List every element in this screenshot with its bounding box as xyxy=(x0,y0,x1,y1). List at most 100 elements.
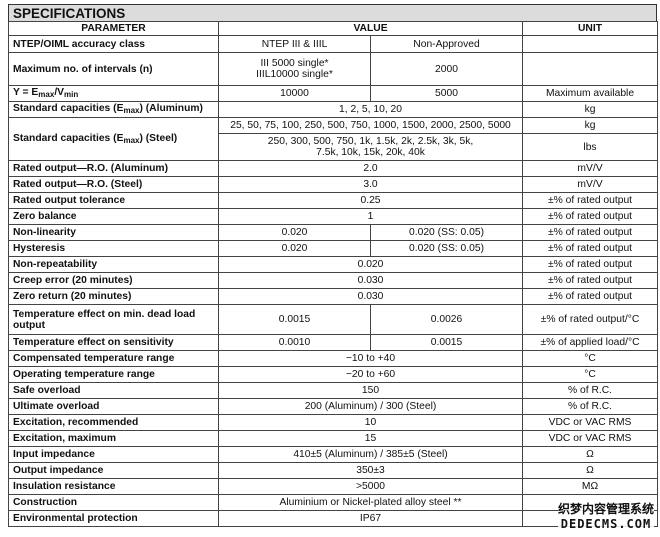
table-row: Zero return (20 minutes) 0.030 ±% of rated… xyxy=(8,288,659,305)
watermark-line: 织梦内容管理系统 xyxy=(557,502,654,516)
text: /V xyxy=(54,87,65,98)
unit-cell: Ω xyxy=(522,462,659,479)
unit-cell xyxy=(522,35,659,53)
unit-cell: ±% of rated output xyxy=(522,288,659,305)
value-cell: 0.0010 xyxy=(218,334,371,351)
watermark-line: DEDECMS.COM xyxy=(560,517,652,531)
value-cell: 0.0026 xyxy=(369,304,524,335)
header-parameter: PARAMETER xyxy=(8,21,219,36)
unit-cell: ±% of rated output xyxy=(522,272,659,289)
unit-cell: % of R.C. xyxy=(522,398,659,415)
value-cell: 3.0 xyxy=(217,176,524,193)
param-cell: Insulation resistance xyxy=(8,478,219,495)
value-cell: 10 xyxy=(217,414,524,431)
param-cell: Temperature effect on min. dead load out… xyxy=(8,304,219,335)
text: min xyxy=(64,90,79,99)
unit-cell: kg xyxy=(522,101,659,118)
table-row: Temperature effect on sensitivity 0.0010 0… xyxy=(8,334,659,351)
param-cell: Excitation, maximum xyxy=(8,430,219,447)
table-row: Standard capacities (Emax) (Steel) 25, 5… xyxy=(8,117,659,161)
param-cell: Non-linearity xyxy=(8,224,219,241)
value-line: IIIL10000 single* xyxy=(256,69,333,80)
unit-cell: lbs xyxy=(522,133,659,161)
table-row: Rated output tolerance 0.25 ±% of rated ou… xyxy=(8,192,659,209)
param-cell: Zero return (20 minutes) xyxy=(8,288,219,305)
header-value: VALUE xyxy=(217,21,524,36)
value-cell: 5000 xyxy=(369,85,524,102)
table-row: Y = Emax/Vmin 10000 5000 Maximum availab… xyxy=(8,85,659,102)
specifications-table: PARAMETER VALUE UNIT NTEP/OIML accuracy … xyxy=(8,21,659,527)
unit-cell: % of R.C. xyxy=(522,382,659,399)
text: max xyxy=(123,106,140,115)
unit-cell: °C xyxy=(522,366,659,383)
header-row: PARAMETER VALUE UNIT xyxy=(8,21,659,36)
value-line: III 5000 single* xyxy=(260,58,329,69)
unit-cell: mV/V xyxy=(522,176,659,193)
unit-cell: VDC or VAC RMS xyxy=(522,430,659,447)
unit-cell: VDC or VAC RMS xyxy=(522,414,659,431)
param-cell: Hysteresis xyxy=(8,240,219,257)
param-cell: Compensated temperature range xyxy=(8,350,219,367)
param-cell: Excitation, recommended xyxy=(8,414,219,431)
param-cell: Construction xyxy=(8,494,219,511)
table-row: Non-repeatability 0.020 ±% of rated output xyxy=(8,256,659,273)
unit-cell xyxy=(522,52,659,86)
value-cell: III 5000 single* IIIL10000 single* xyxy=(218,52,371,86)
unit-cell: ±% of rated output/°C xyxy=(522,304,659,335)
param-cell: Zero balance xyxy=(8,208,219,225)
unit-cell: °C xyxy=(522,350,659,367)
value-cell: 15 xyxy=(217,430,524,447)
table-row: Hysteresis 0.020 0.020 (SS: 0.05) ±% of rat… xyxy=(8,240,659,257)
param-cell: Rated output—R.O. (Aluminum) xyxy=(8,160,219,177)
param-cell: Standard capacities (Emax) (Aluminum) xyxy=(8,101,219,118)
unit-cell: MΩ xyxy=(522,478,659,495)
table-row: Excitation, maximum 15 VDC or VAC RMS xyxy=(8,430,659,447)
value-cell: IP67 xyxy=(217,510,524,527)
value-cell: −20 to +60 xyxy=(217,366,524,383)
param-cell: Y = Emax/Vmin xyxy=(8,85,219,102)
table-row: Standard capacities (Emax) (Aluminum) 1,… xyxy=(8,101,659,118)
unit-cell: Maximum available xyxy=(522,85,659,102)
table-row: Output impedance 350±3 Ω xyxy=(8,462,659,479)
unit-cell: ±% of rated output xyxy=(522,224,659,241)
value-cell: 0.030 xyxy=(217,288,524,305)
value-cell: 0.0015 xyxy=(369,334,524,351)
table-row: Non-linearity 0.020 0.020 (SS: 0.05) ±% of … xyxy=(8,224,659,241)
unit-cell: ±% of applied load/°C xyxy=(522,334,659,351)
param-cell: Creep error (20 minutes) xyxy=(8,272,219,289)
table-row: Rated output—R.O. (Aluminum) 2.0 mV/V xyxy=(8,160,659,177)
text: ) (Steel) xyxy=(139,132,178,144)
unit-cell: ±% of rated output xyxy=(522,192,659,209)
value-cell: Non-Approved xyxy=(369,35,524,53)
watermark: 织梦内容管理系统 DEDECMS.COM xyxy=(557,500,654,531)
value-cell: 10000 xyxy=(218,85,371,102)
value-cell: 150 xyxy=(217,382,524,399)
header-unit: UNIT xyxy=(522,21,659,36)
param-cell: Input impedance xyxy=(8,446,219,463)
table-row: Maximum no. of intervals (n) III 5000 si… xyxy=(8,52,659,86)
param-cell: Environmental protection xyxy=(8,510,219,527)
param-cell: Non-repeatability xyxy=(8,256,219,273)
table-row: Input impedance 410±5 (Aluminum) / 385±5 … xyxy=(8,446,659,463)
value-cell: −10 to +40 xyxy=(217,350,524,367)
specifications-table-container: SPECIFICATIONS PARAMETER VALUE UNIT NTEP… xyxy=(8,4,659,527)
table-row: Temperature effect on min. dead load out… xyxy=(8,304,659,335)
value-cell: 250, 300, 500, 750, 1k, 1.5k, 2k, 2.5k, … xyxy=(217,133,524,161)
value-cell: Aluminium or Nickel-plated alloy steel *… xyxy=(217,494,524,511)
value-cell: 0.0015 xyxy=(218,304,371,335)
table-row: Operating temperature range −20 to +60 °C xyxy=(8,366,659,383)
param-cell: Temperature effect on sensitivity xyxy=(8,334,219,351)
table-row: 250, 300, 500, 750, 1k, 1.5k, 2k, 2.5k, … xyxy=(9,133,659,161)
param-cell: NTEP/OIML accuracy class xyxy=(8,35,219,53)
value-cell: 0.020 xyxy=(218,224,371,241)
value-cell: >5000 xyxy=(217,478,524,495)
param-cell: Rated output—R.O. (Steel) xyxy=(8,176,219,193)
param-cell: Ultimate overload xyxy=(8,398,219,415)
table-row: Excitation, recommended 10 VDC or VAC RMS xyxy=(8,414,659,431)
value-cell: 0.020 (SS: 0.05) xyxy=(369,224,524,241)
value-cell: 0.020 (SS: 0.05) xyxy=(369,240,524,257)
value-cell: 25, 50, 75, 100, 250, 500, 750, 1000, 15… xyxy=(217,117,524,134)
param-cell: Safe overload xyxy=(8,382,219,399)
table-row: Compensated temperature range −10 to +40 °… xyxy=(8,350,659,367)
text: ) (Aluminum) xyxy=(139,103,203,114)
